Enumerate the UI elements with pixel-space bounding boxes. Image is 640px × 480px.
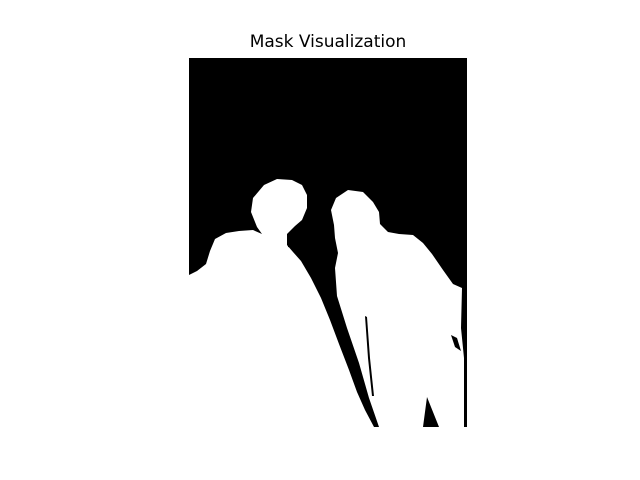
figure-title: Mask Visualization — [249, 32, 407, 52]
mask-hole-collar — [287, 234, 293, 248]
mask-silhouette-left — [189, 179, 374, 427]
mask-hole-right-arm — [451, 335, 461, 351]
mask-hole-sleeve — [365, 316, 374, 396]
mask-image — [189, 58, 467, 427]
mask-silhouette-right — [331, 190, 464, 427]
